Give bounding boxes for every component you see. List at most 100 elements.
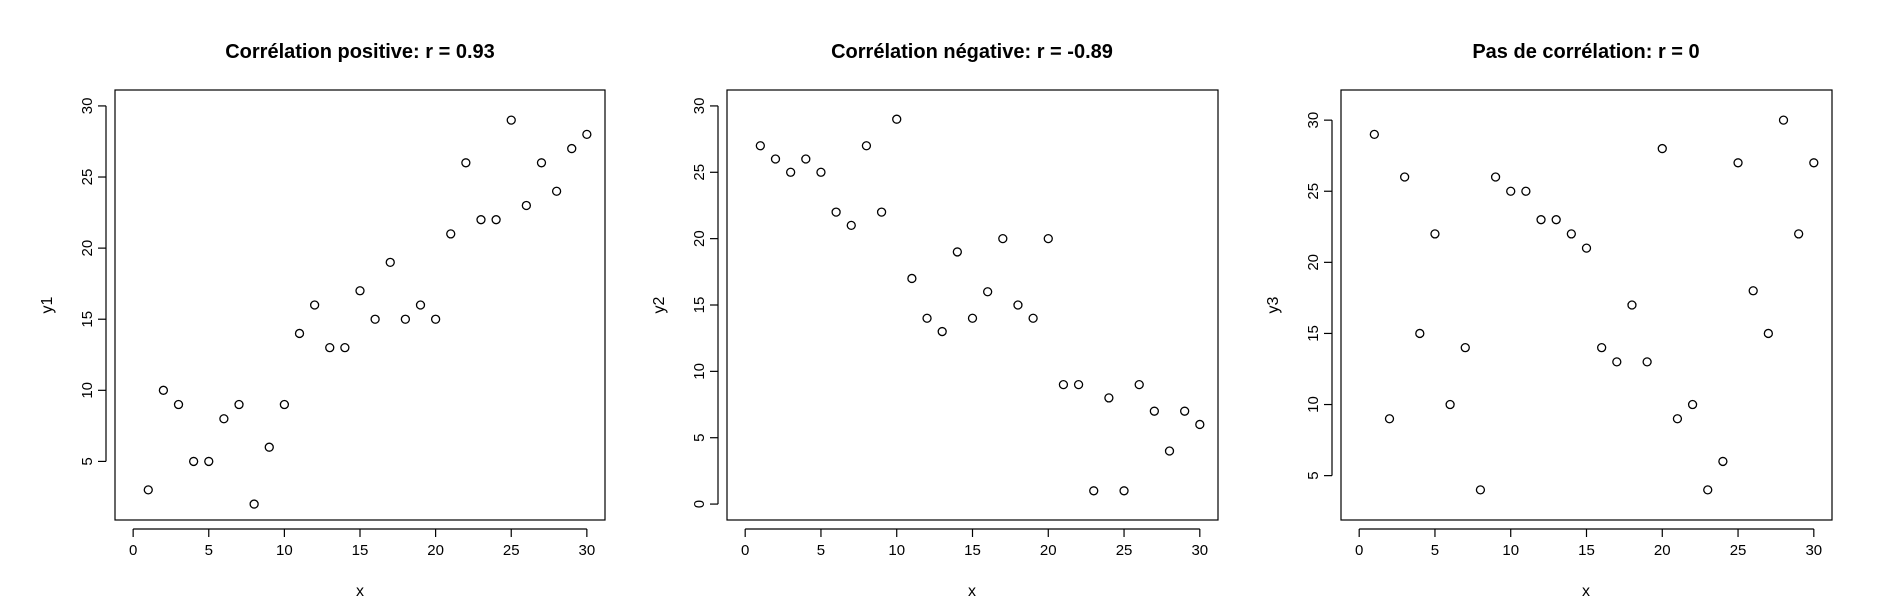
x-tick-label: 15	[964, 542, 981, 559]
data-point	[249, 499, 259, 509]
x-tick-label: 25	[503, 542, 520, 559]
panel-negative: Corrélation négative: r = -0.89 x y2 0 5 1…	[651, 41, 1219, 600]
data-point	[1672, 414, 1683, 424]
data-point	[1763, 328, 1774, 339]
data-point	[158, 385, 169, 395]
data-point	[1430, 229, 1440, 239]
x-tick-label: 25	[1730, 542, 1747, 559]
data-point	[294, 328, 305, 339]
data-point	[876, 207, 887, 217]
x-tick-label: 15	[352, 542, 369, 559]
data-point	[1134, 379, 1144, 390]
y-tick-label: 30	[1305, 112, 1322, 129]
y-axis-label: y1	[39, 296, 56, 313]
data-point	[461, 158, 471, 168]
data-point	[370, 314, 380, 324]
data-point	[1627, 300, 1637, 310]
plot-frame	[114, 89, 606, 521]
data-point	[1521, 186, 1531, 196]
data-point	[204, 456, 214, 467]
data-point	[1566, 229, 1576, 239]
data-point	[770, 154, 781, 164]
data-point	[907, 273, 917, 284]
x-tick-label: 10	[888, 542, 905, 559]
data-point	[1460, 343, 1470, 353]
x-axis-label: x	[356, 583, 364, 600]
y-tick-label: 5	[79, 457, 96, 465]
data-point	[1028, 313, 1038, 323]
y-tick-label: 5	[691, 434, 708, 442]
x-axis-label: x	[968, 583, 976, 600]
data-point	[1748, 286, 1758, 296]
data-point	[430, 314, 441, 324]
data-point	[506, 115, 516, 125]
y-tick-label: 25	[79, 169, 96, 186]
x-tick-label: 0	[1355, 542, 1363, 559]
data-point	[385, 257, 395, 267]
panel-title: Pas de corrélation: r = 0	[1472, 41, 1699, 63]
panel-none: Pas de corrélation: r = 0 x y3 0 5 10 15 20 2…	[1265, 41, 1833, 600]
data-point	[1445, 399, 1455, 410]
data-point	[1149, 406, 1160, 416]
data-point	[1778, 115, 1789, 125]
x-tick-label: 10	[1502, 542, 1519, 559]
x-tick-label: 5	[1431, 542, 1439, 559]
data-point	[846, 220, 856, 231]
x-tick-label: 0	[129, 542, 137, 559]
data-point	[1073, 379, 1084, 390]
data-point	[1195, 419, 1205, 430]
data-point	[983, 287, 993, 297]
data-point	[1058, 379, 1069, 390]
data-point	[1809, 158, 1819, 168]
y-tick-label: 25	[1305, 183, 1322, 200]
y-tick-label: 15	[691, 297, 708, 314]
data-point	[892, 114, 902, 124]
data-point	[816, 167, 826, 177]
data-point	[801, 154, 811, 164]
y-tick-label: 20	[79, 240, 96, 257]
data-point	[861, 141, 872, 151]
x-tick-label: 15	[1578, 542, 1595, 559]
data-point	[1490, 172, 1501, 182]
y-tick-label: 10	[691, 363, 708, 380]
x-tick-label: 10	[276, 542, 293, 559]
data-point	[340, 343, 350, 353]
data-point	[1718, 456, 1728, 467]
data-point	[1703, 485, 1713, 495]
x-tick-label: 30	[579, 542, 596, 559]
panel-title: Corrélation positive: r = 0.93	[225, 41, 495, 63]
data-point	[1551, 215, 1561, 225]
data-point	[309, 300, 320, 310]
data-point	[355, 286, 365, 296]
data-point	[567, 143, 577, 154]
data-point	[1164, 446, 1175, 456]
y-tick-label: 20	[691, 230, 708, 247]
data-point	[491, 215, 501, 225]
data-point	[1536, 215, 1546, 225]
y-tick-label: 30	[691, 98, 708, 115]
data-point	[1581, 243, 1592, 253]
data-point	[415, 300, 426, 310]
x-axis-label: x	[1582, 583, 1590, 600]
data-point	[173, 399, 184, 410]
data-point	[1369, 129, 1379, 140]
data-point	[1642, 357, 1652, 367]
data-point	[1794, 229, 1804, 239]
data-point	[219, 414, 229, 424]
data-point	[755, 141, 765, 151]
y-axis-label: y2	[651, 296, 668, 313]
data-point	[1597, 343, 1607, 353]
panel-title: Corrélation négative: r = -0.89	[831, 41, 1113, 63]
data-point	[1180, 406, 1190, 416]
data-point	[325, 343, 335, 353]
y-tick-label: 10	[1305, 396, 1322, 413]
plot-frame	[1340, 89, 1833, 521]
x-tick-label: 5	[817, 542, 825, 559]
data-point	[998, 233, 1008, 244]
y-tick-label: 10	[79, 382, 96, 399]
data-point	[1506, 186, 1516, 196]
data-point	[521, 200, 532, 211]
x-tick-label: 5	[205, 542, 213, 559]
data-point	[400, 314, 411, 324]
